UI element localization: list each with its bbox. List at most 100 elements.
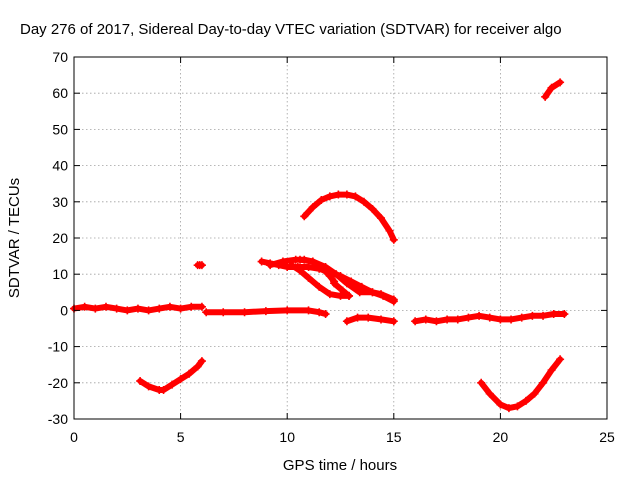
data-point-marker bbox=[295, 266, 304, 275]
data-point-marker bbox=[359, 197, 368, 206]
data-point-marker bbox=[345, 291, 354, 300]
data-point-marker bbox=[560, 310, 569, 319]
data-point-marker bbox=[300, 212, 309, 221]
x-tick-label: 0 bbox=[70, 429, 78, 445]
series-arc-12 bbox=[411, 310, 569, 326]
data-point-marker bbox=[197, 357, 206, 366]
data-point-marker bbox=[202, 308, 211, 317]
data-point-marker bbox=[530, 389, 539, 398]
data-point-marker bbox=[485, 313, 494, 322]
data-point-marker bbox=[432, 317, 441, 326]
axis-ticks: 0 5 10 15 20 25 -30 -20 -10 0 10 20 30 40 50 60 70 bbox=[48, 49, 615, 445]
data-point-marker bbox=[197, 261, 206, 270]
data-point-marker bbox=[549, 310, 558, 319]
data-point-marker bbox=[287, 261, 296, 270]
data-point-marker bbox=[421, 315, 430, 324]
chart-title: Day 276 of 2017, Sidereal Day-to-day VTE… bbox=[20, 21, 562, 38]
data-point-marker bbox=[165, 302, 174, 311]
data-point-marker bbox=[377, 214, 386, 223]
data-point-marker bbox=[325, 192, 334, 201]
x-axis-label: GPS time / hours bbox=[283, 457, 397, 474]
data-point-marker bbox=[539, 378, 548, 387]
x-tick-label: 20 bbox=[493, 429, 509, 445]
x-tick-label: 10 bbox=[279, 429, 295, 445]
data-point-marker bbox=[504, 404, 513, 413]
data-point-marker bbox=[332, 270, 341, 279]
data-point-marker bbox=[197, 302, 206, 311]
data-point-marker bbox=[517, 313, 526, 322]
data-point-marker bbox=[453, 315, 462, 324]
data-point-marker bbox=[475, 311, 484, 320]
data-point-marker bbox=[257, 257, 266, 266]
data-point-marker bbox=[112, 304, 121, 313]
series-arc-10 bbox=[300, 190, 398, 244]
data-point-marker bbox=[321, 310, 330, 319]
x-tick-label: 5 bbox=[177, 429, 185, 445]
data-point-marker bbox=[176, 304, 185, 313]
data-point-marker bbox=[91, 304, 100, 313]
data-point-marker bbox=[219, 308, 228, 317]
x-tick-label: 25 bbox=[599, 429, 615, 445]
data-point-marker bbox=[304, 262, 313, 271]
data-point-marker bbox=[325, 290, 334, 299]
data-point-marker bbox=[295, 255, 304, 264]
data-point-marker bbox=[308, 203, 317, 212]
data-point-marker bbox=[315, 308, 324, 317]
data-point-marker bbox=[411, 317, 420, 326]
data-point-marker bbox=[368, 288, 377, 297]
series-trace bbox=[542, 79, 564, 100]
y-axis-label: SDTVAR / TECUs bbox=[6, 178, 23, 298]
series-arc-3 bbox=[193, 261, 206, 270]
data-point-marker bbox=[464, 313, 473, 322]
series-arc-13 bbox=[477, 355, 565, 413]
y-tick-label: -20 bbox=[48, 375, 68, 391]
data-point-marker bbox=[528, 311, 537, 320]
data-point-marker bbox=[342, 190, 351, 199]
data-point-marker bbox=[355, 288, 364, 297]
data-point-marker bbox=[80, 302, 89, 311]
series-arc-4 bbox=[202, 306, 330, 319]
data-point-marker bbox=[541, 92, 550, 101]
data-point-marker bbox=[521, 396, 530, 405]
data-point-marker bbox=[123, 306, 132, 315]
data-point-marker bbox=[193, 362, 202, 371]
data-point-marker bbox=[136, 376, 145, 385]
y-tick-label: 60 bbox=[52, 85, 68, 101]
data-point-marker bbox=[351, 192, 360, 201]
data-point-marker bbox=[304, 306, 313, 315]
data-point-marker bbox=[144, 306, 153, 315]
series-arc-14 bbox=[541, 78, 565, 101]
data-point-marker bbox=[513, 402, 522, 411]
data-point-marker bbox=[155, 304, 164, 313]
y-tick-label: 70 bbox=[52, 49, 68, 65]
data-point-marker bbox=[443, 315, 452, 324]
data-point-marker bbox=[185, 369, 194, 378]
data-point-marker bbox=[556, 78, 565, 87]
data-point-marker bbox=[556, 355, 565, 364]
data-point-marker bbox=[283, 306, 292, 315]
data-point-marker bbox=[485, 389, 494, 398]
data-point-marker bbox=[389, 295, 398, 304]
data-point-marker bbox=[377, 290, 386, 299]
data-point-marker bbox=[336, 291, 345, 300]
data-point-marker bbox=[364, 313, 373, 322]
data-point-marker bbox=[342, 279, 351, 288]
data-point-marker bbox=[334, 190, 343, 199]
data-point-marker bbox=[240, 308, 249, 317]
series-arc-2 bbox=[136, 357, 206, 395]
y-tick-label: 30 bbox=[52, 194, 68, 210]
data-point-marker bbox=[278, 257, 287, 266]
y-tick-label: 50 bbox=[52, 121, 68, 137]
data-point-marker bbox=[321, 262, 330, 271]
data-point-marker bbox=[507, 315, 516, 324]
data-point-marker bbox=[144, 382, 153, 391]
data-point-marker bbox=[353, 313, 362, 322]
data-point-marker bbox=[330, 279, 339, 288]
data-point-marker bbox=[368, 205, 377, 214]
data-series bbox=[70, 78, 569, 413]
data-point-marker bbox=[342, 317, 351, 326]
y-tick-label: 20 bbox=[52, 230, 68, 246]
data-point-marker bbox=[159, 386, 168, 395]
grid bbox=[74, 57, 607, 419]
